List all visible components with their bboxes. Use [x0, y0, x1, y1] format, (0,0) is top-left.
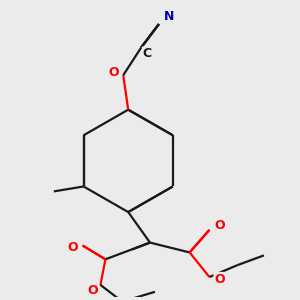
Text: O: O	[214, 272, 225, 286]
Text: C: C	[142, 47, 152, 60]
Text: O: O	[108, 66, 119, 79]
Text: O: O	[214, 219, 225, 232]
Text: O: O	[87, 284, 98, 297]
Text: O: O	[68, 241, 78, 254]
Text: N: N	[164, 10, 174, 23]
